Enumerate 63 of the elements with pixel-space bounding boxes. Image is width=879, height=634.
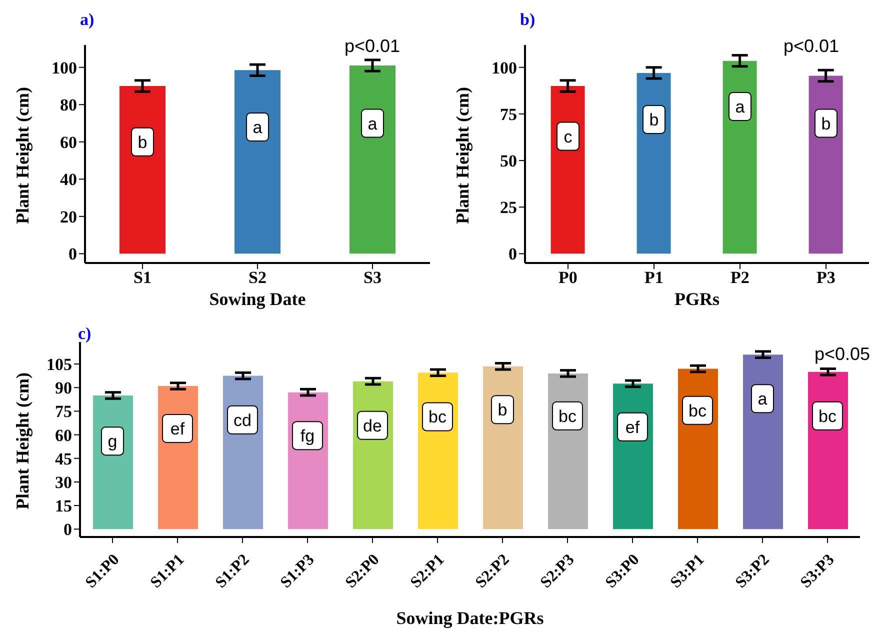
- y-tick-label: 15: [55, 496, 72, 516]
- annotation: c: [564, 127, 573, 146]
- x-tick-label: P2: [730, 268, 750, 288]
- x-tick-label: P0: [558, 268, 578, 288]
- annotation: p<0.05: [814, 344, 870, 365]
- x-axis-title: Sowing Date:PGRs: [396, 608, 544, 628]
- annotation: g: [108, 432, 118, 452]
- annotation: bc: [688, 401, 707, 420]
- annotation: de: [363, 416, 382, 436]
- annotation: p<0.01: [344, 36, 400, 57]
- y-tick-label: 90: [55, 378, 72, 398]
- y-tick-label: 60: [60, 132, 77, 152]
- y-tick-label: 25: [500, 198, 517, 218]
- y-tick-label: 80: [60, 96, 77, 115]
- annotation: bc: [428, 408, 447, 427]
- annotation: b: [649, 110, 659, 130]
- y-tick-label: 50: [500, 152, 517, 171]
- annotation: a: [252, 118, 263, 137]
- x-tick-label: P1: [644, 268, 664, 288]
- y-axis-title: Plant Height (cm): [452, 87, 472, 224]
- bar: [120, 86, 166, 254]
- bar: [483, 366, 523, 530]
- annotation: ef: [170, 419, 185, 438]
- chart-title: b): [520, 10, 536, 30]
- annotation: cd: [234, 410, 252, 430]
- y-tick-label: 100: [52, 58, 77, 78]
- bar: [743, 354, 783, 530]
- annotation: b: [138, 132, 148, 152]
- y-tick-label: 0: [68, 244, 77, 264]
- x-axis-title: Sowing Date: [209, 289, 306, 309]
- x-axis-title: PGRs: [674, 289, 720, 309]
- y-tick-label: 0: [508, 244, 517, 264]
- y-tick-label: 100: [492, 58, 517, 78]
- x-tick-label: S3: [364, 268, 382, 288]
- y-axis-title: Plant Height (cm): [12, 372, 32, 510]
- chart-title: c): [78, 324, 92, 344]
- annotation: p<0.01: [783, 36, 839, 57]
- annotation: bc: [558, 406, 577, 426]
- annotation: bc: [818, 406, 837, 426]
- y-tick-label: 30: [55, 472, 72, 492]
- y-tick-label: 40: [60, 170, 77, 190]
- y-tick-label: 60: [55, 426, 72, 445]
- x-tick-label: S1: [134, 268, 152, 288]
- y-axis-title: Plant Height (cm): [12, 87, 32, 224]
- y-tick-label: 20: [60, 207, 77, 226]
- annotation: ef: [625, 418, 640, 437]
- annotation: a: [758, 390, 768, 409]
- y-tick-label: 0: [64, 520, 72, 540]
- bar: [722, 60, 757, 254]
- y-tick-label: 45: [55, 449, 72, 468]
- y-tick-label: 75: [55, 402, 72, 422]
- y-tick-label: 105: [46, 355, 72, 374]
- bar: [350, 65, 396, 254]
- annotation: a: [368, 114, 378, 134]
- y-tick-label: 75: [500, 104, 517, 124]
- chart-title: a): [80, 10, 94, 30]
- annotation: fg: [300, 426, 315, 446]
- annotation: b: [821, 114, 831, 134]
- x-tick-label: P3: [816, 268, 836, 288]
- annotation: b: [498, 400, 508, 420]
- bar: [234, 70, 280, 254]
- annotation: a: [735, 97, 746, 116]
- x-tick-label: S2: [248, 268, 266, 288]
